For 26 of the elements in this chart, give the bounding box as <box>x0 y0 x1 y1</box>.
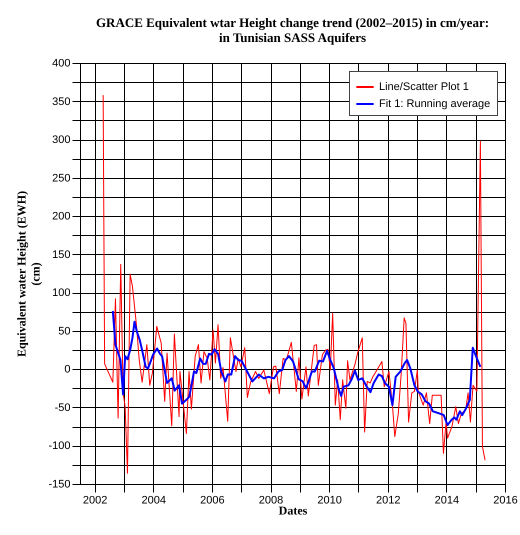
line-series <box>112 310 482 426</box>
x-axis-title: Dates <box>278 504 308 518</box>
x-tick-label: 2006 <box>200 494 225 506</box>
y-tick-label: -100 <box>48 440 70 452</box>
x-tick-label: 2008 <box>258 494 284 506</box>
x-tick-label: 2010 <box>317 494 342 506</box>
y-tick-label: 0 <box>64 364 70 376</box>
y-tick-label: -150 <box>48 478 70 490</box>
y-tick-label: 50 <box>58 325 70 338</box>
legend-label: Fit 1: Running average <box>379 98 490 110</box>
x-tick-label: 2012 <box>376 494 400 506</box>
y-tick-label: 100 <box>52 287 70 300</box>
y-tick-label: -50 <box>54 402 70 414</box>
x-tick-label: 2004 <box>142 494 166 506</box>
y-tick-label: 300 <box>52 134 70 146</box>
x-tick-label: 2014 <box>434 494 460 506</box>
y-tick-label: 250 <box>52 172 70 184</box>
legend-label: Line/Scatter Plot 1 <box>379 81 469 93</box>
x-tick-label: 2002 <box>82 494 108 506</box>
y-tick-label: 400 <box>52 58 70 70</box>
y-tick-label: 200 <box>52 210 70 223</box>
x-tick-label: 2016 <box>493 494 518 506</box>
chart-title: GRACE Equivalent wtar Height change trend (2002–2015) in cm/year: in Tunisian SASS Aquifers <box>96 15 490 45</box>
y-axis-title: Equivalent water Height (EWH) (cm) <box>14 190 42 358</box>
y-tick-label: 350 <box>52 96 70 108</box>
y-tick-label: 150 <box>52 248 70 261</box>
